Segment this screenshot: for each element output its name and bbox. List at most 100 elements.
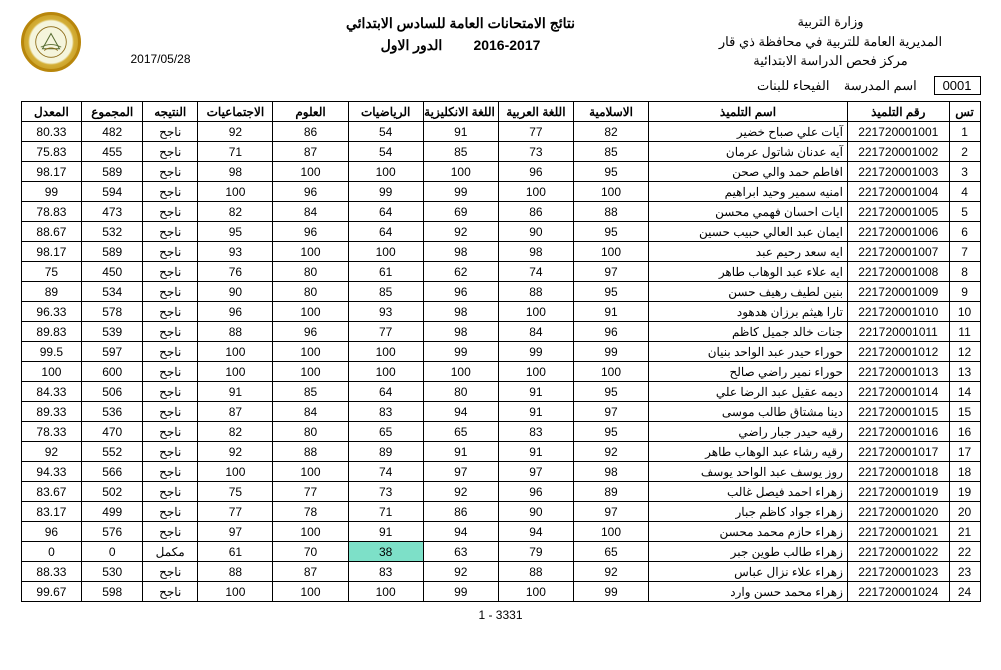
cell-avg: 100 xyxy=(21,362,82,382)
cell-arabic: 94 xyxy=(498,522,573,542)
col-islamic: الاسلامية xyxy=(573,102,648,122)
cell-science: 80 xyxy=(273,422,348,442)
cell-id: 221720001019 xyxy=(847,482,949,502)
cell-seq: 3 xyxy=(949,162,980,182)
cell-seq: 14 xyxy=(949,382,980,402)
cell-id: 221720001009 xyxy=(847,282,949,302)
cell-english: 91 xyxy=(423,122,498,142)
cell-avg: 92 xyxy=(21,442,82,462)
cell-math: 73 xyxy=(348,482,423,502)
cell-english: 92 xyxy=(423,482,498,502)
cell-islamic: 95 xyxy=(573,422,648,442)
table-row: 7221720001007ايه سعد رحيم عبد10098981001… xyxy=(21,242,980,262)
cell-seq: 23 xyxy=(949,562,980,582)
cell-result: مكمل xyxy=(143,542,198,562)
cell-english: 99 xyxy=(423,582,498,602)
cell-islamic: 98 xyxy=(573,462,648,482)
cell-result: ناجح xyxy=(143,342,198,362)
cell-result: ناجح xyxy=(143,462,198,482)
cell-arabic: 100 xyxy=(498,362,573,382)
cell-social: 97 xyxy=(198,522,273,542)
cell-avg: 89 xyxy=(21,282,82,302)
cell-name: آيه عدنان شاتول عرمان xyxy=(649,142,848,162)
cell-total: 589 xyxy=(82,242,143,262)
cell-arabic: 91 xyxy=(498,382,573,402)
cell-id: 221720001014 xyxy=(847,382,949,402)
cell-science: 80 xyxy=(273,282,348,302)
cell-name: رقيه حيدر جبار راضي xyxy=(649,422,848,442)
cell-total: 530 xyxy=(82,562,143,582)
cell-social: 75 xyxy=(198,482,273,502)
cell-social: 82 xyxy=(198,422,273,442)
cell-social: 92 xyxy=(198,442,273,462)
cell-id: 221720001002 xyxy=(847,142,949,162)
cell-result: ناجح xyxy=(143,222,198,242)
cell-english: 94 xyxy=(423,402,498,422)
cell-social: 77 xyxy=(198,502,273,522)
cell-english: 100 xyxy=(423,362,498,382)
cell-name: زهراء طالب طوين جبر xyxy=(649,542,848,562)
cell-science: 96 xyxy=(273,182,348,202)
header-right: وزارة التربية المديرية العامة للتربية في… xyxy=(681,12,981,71)
cell-id: 221720001015 xyxy=(847,402,949,422)
center-line: مركز فحص الدراسة الابتدائية xyxy=(681,51,981,71)
cell-math: 64 xyxy=(348,382,423,402)
table-row: 22221720001022زهراء طالب طوين جبر6579633… xyxy=(21,542,980,562)
cell-arabic: 100 xyxy=(498,302,573,322)
cell-result: ناجح xyxy=(143,582,198,602)
cell-seq: 24 xyxy=(949,582,980,602)
cell-total: 482 xyxy=(82,122,143,142)
table-row: 5221720001005ايات احسان فهمي محسن8886696… xyxy=(21,202,980,222)
cell-social: 100 xyxy=(198,342,273,362)
cell-id: 221720001007 xyxy=(847,242,949,262)
cell-avg: 94.33 xyxy=(21,462,82,482)
cell-name: ديمه عقيل عبد الرضا علي xyxy=(649,382,848,402)
cell-avg: 96.33 xyxy=(21,302,82,322)
table-row: 13221720001013حوراء نمير راضي صالح100100… xyxy=(21,362,980,382)
school-code: 0001 xyxy=(934,76,981,95)
cell-social: 90 xyxy=(198,282,273,302)
cell-id: 221720001023 xyxy=(847,562,949,582)
cell-seq: 22 xyxy=(949,542,980,562)
col-name: اسم التلميذ xyxy=(649,102,848,122)
school-name: الفيحاء للبنات xyxy=(757,78,829,93)
cell-islamic: 100 xyxy=(573,242,648,262)
table-row: 15221720001015دينا مشتاق طالب موسى979194… xyxy=(21,402,980,422)
table-row: 1221720001001آيات علي صباح خضير827791548… xyxy=(21,122,980,142)
table-header-row: تس رقم التلميذ اسم التلميذ الاسلامية الل… xyxy=(21,102,980,122)
cell-seq: 20 xyxy=(949,502,980,522)
cell-science: 100 xyxy=(273,522,348,542)
report-date: 2017/05/28 xyxy=(130,52,190,66)
cell-name: زهراء محمد حسن وارد xyxy=(649,582,848,602)
cell-name: روز يوسف عبد الواحد يوسف xyxy=(649,462,848,482)
cell-islamic: 95 xyxy=(573,222,648,242)
table-row: 12221720001012حوراء حيدر عبد الواحد بنيا… xyxy=(21,342,980,362)
cell-math: 64 xyxy=(348,222,423,242)
cell-id: 221720001017 xyxy=(847,442,949,462)
cell-science: 88 xyxy=(273,442,348,462)
table-row: 3221720001003افاطم حمد والي صحن959610010… xyxy=(21,162,980,182)
cell-science: 70 xyxy=(273,542,348,562)
col-arabic: اللغة العربية xyxy=(498,102,573,122)
cell-result: ناجح xyxy=(143,202,198,222)
cell-name: تارا هيثم برزان هدهود xyxy=(649,302,848,322)
cell-social: 100 xyxy=(198,362,273,382)
cell-id: 221720001004 xyxy=(847,182,949,202)
cell-total: 455 xyxy=(82,142,143,162)
col-seq: تس xyxy=(949,102,980,122)
table-row: 14221720001014ديمه عقيل عبد الرضا علي959… xyxy=(21,382,980,402)
cell-avg: 98.17 xyxy=(21,162,82,182)
cell-social: 96 xyxy=(198,302,273,322)
cell-total: 600 xyxy=(82,362,143,382)
cell-social: 71 xyxy=(198,142,273,162)
cell-science: 80 xyxy=(273,262,348,282)
cell-seq: 2 xyxy=(949,142,980,162)
cell-avg: 83.17 xyxy=(21,502,82,522)
cell-social: 100 xyxy=(198,582,273,602)
cell-avg: 99.67 xyxy=(21,582,82,602)
ministry-logo-icon xyxy=(21,12,81,72)
cell-math: 54 xyxy=(348,122,423,142)
cell-result: ناجح xyxy=(143,322,198,342)
cell-seq: 18 xyxy=(949,462,980,482)
cell-total: 594 xyxy=(82,182,143,202)
